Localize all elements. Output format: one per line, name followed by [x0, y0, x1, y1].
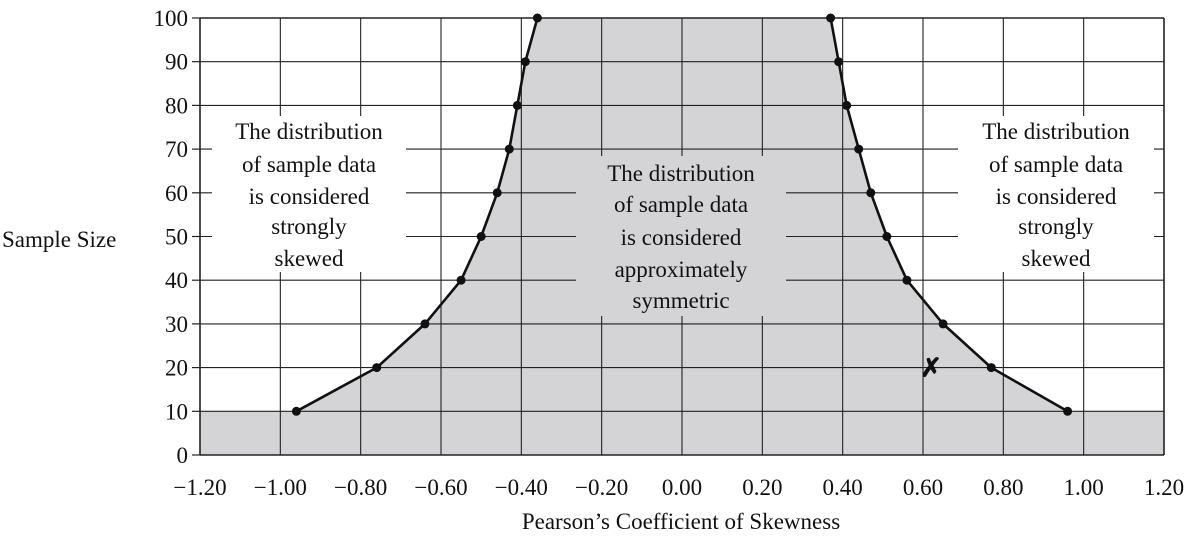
y-tick-label: 50 [165, 225, 188, 250]
sample-marker-x: ✗ [920, 354, 942, 383]
x-tick-label: 0.20 [742, 475, 782, 500]
x-tick-label: 0.00 [662, 475, 702, 500]
boundary-points [291, 13, 1073, 416]
y-tick-label: 90 [165, 50, 188, 75]
y-tick-label: 80 [165, 93, 188, 118]
right-annotation-line-2: of sample data [989, 152, 1123, 177]
axis-ticks: −1.20 −1.00 −0.80 −0.60 −0.40 −0.20 0.00 0.20 0.… [154, 6, 1185, 500]
positive-boundary-point [902, 275, 912, 285]
center-annotation-line-2: of sample data [614, 192, 748, 217]
negative-boundary-point [532, 13, 542, 23]
positive-boundary-point [854, 144, 864, 154]
negative-boundary-point [520, 57, 530, 67]
x-tick-label: −1.00 [254, 475, 307, 500]
negative-boundary-line [295, 17, 539, 413]
negative-boundary-point [291, 406, 301, 416]
x-tick-label: 0.40 [823, 475, 863, 500]
left-annotation: The distribution of sample data is consi… [235, 119, 383, 271]
negative-boundary-point [456, 275, 466, 285]
left-annotation-line-3: is considered [249, 184, 370, 209]
x-tick-label: 1.00 [1064, 475, 1104, 500]
positive-boundary-point [986, 363, 996, 373]
x-tick-label: 0.80 [983, 475, 1023, 500]
y-tick-label: 0 [177, 443, 189, 468]
x-tick-label: 0.60 [903, 475, 943, 500]
x-tick-label: −0.20 [575, 475, 628, 500]
positive-boundary-point [866, 188, 876, 198]
center-annotation-line-5: symmetric [632, 288, 729, 313]
negative-boundary-point [476, 232, 486, 241]
y-tick-label: 60 [165, 181, 188, 206]
y-tick-label: 20 [165, 356, 188, 381]
x-tick-label: −1.20 [173, 475, 226, 500]
x-tick-label: 1.20 [1144, 475, 1184, 500]
center-annotation-bg [576, 156, 786, 316]
annotation-backgrounds [212, 116, 1154, 316]
x-tick-label: −0.80 [334, 475, 387, 500]
x-tick-label: −0.40 [495, 475, 548, 500]
negative-boundary-point [504, 144, 514, 154]
y-tick-label: 70 [165, 137, 188, 162]
left-annotation-line-1: The distribution [235, 119, 383, 144]
positive-boundary-point [882, 232, 892, 241]
y-tick-label: 100 [154, 6, 189, 31]
right-annotation-line-1: The distribution [982, 119, 1130, 144]
y-tick-label: 40 [165, 268, 188, 293]
right-annotation-bg [958, 116, 1154, 272]
center-annotation-line-3: is considered [621, 225, 742, 250]
center-annotation: The distribution of sample data is consi… [607, 161, 755, 313]
positive-boundary-point [1063, 406, 1073, 416]
negative-boundary-point [492, 188, 502, 198]
positive-boundary-point [826, 13, 836, 23]
positive-boundary-line [829, 17, 1069, 413]
left-annotation-line-4: strongly [271, 214, 347, 239]
center-annotation-line-4: approximately [615, 257, 748, 282]
boundary-lines [295, 17, 1069, 413]
x-tick-label: −0.60 [414, 475, 467, 500]
right-annotation: The distribution of sample data is consi… [982, 119, 1130, 271]
left-annotation-bg [212, 116, 406, 272]
right-annotation-line-3: is considered [996, 184, 1117, 209]
negative-boundary-point [420, 319, 430, 329]
negative-boundary-point [372, 363, 382, 373]
positive-boundary-point [938, 319, 948, 329]
y-tick-label: 10 [165, 399, 188, 424]
x-axis-title: Pearson’s Coefficient of Skewness [522, 509, 840, 534]
y-tick-label: 30 [165, 312, 188, 337]
left-annotation-line-2: of sample data [242, 152, 376, 177]
left-annotation-line-5: skewed [275, 246, 344, 271]
center-annotation-line-1: The distribution [607, 161, 755, 186]
positive-boundary-point [842, 100, 852, 110]
y-axis-title: Sample Size [2, 227, 116, 252]
right-annotation-line-4: strongly [1018, 214, 1094, 239]
negative-boundary-point [512, 100, 522, 110]
positive-boundary-point [834, 57, 844, 67]
right-annotation-line-5: skewed [1022, 246, 1091, 271]
